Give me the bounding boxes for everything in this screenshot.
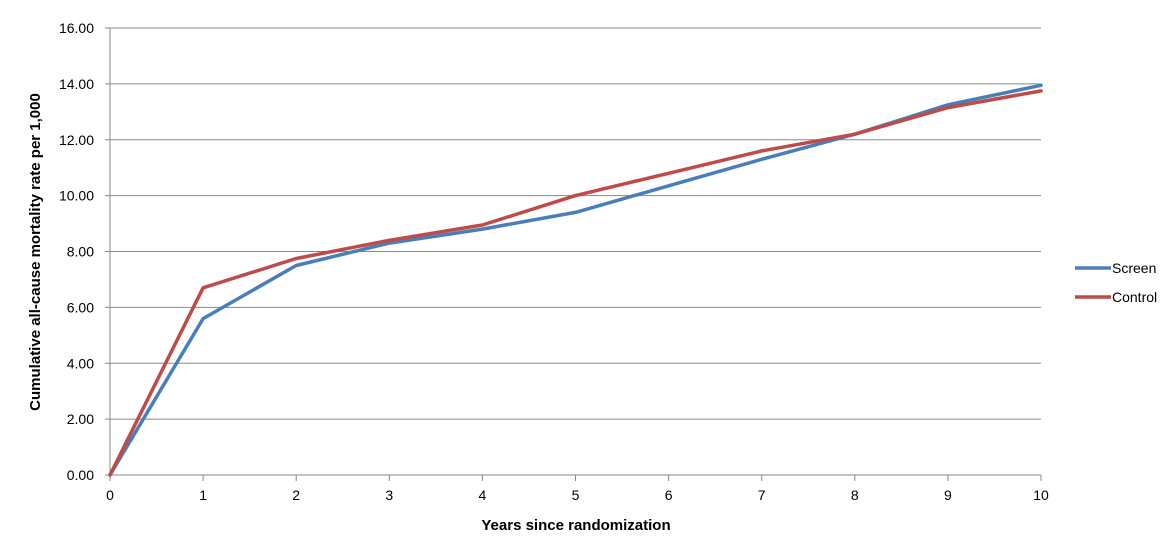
- y-tick-label: 12.00: [59, 132, 94, 148]
- legend-label-control: Control: [1112, 289, 1157, 305]
- y-tick-labels: 0.00 2.00 4.00 6.00 8.00 10.00 12.00 14.00 16.00: [59, 20, 94, 483]
- series-lines: [108, 83, 1043, 477]
- x-tick-label: 4: [479, 487, 487, 503]
- x-tick-label: 0: [106, 487, 114, 503]
- x-tick-label: 5: [572, 487, 580, 503]
- legend: Screen Control: [1075, 260, 1157, 305]
- y-tick-label: 4.00: [67, 355, 94, 371]
- x-axis-title: Years since randomization: [481, 517, 670, 534]
- legend-label-screen: Screen: [1112, 260, 1156, 276]
- axes: [105, 27, 1042, 481]
- series-line-control: [108, 89, 1043, 477]
- x-tick-label: 7: [758, 487, 766, 503]
- y-axis-title: Cumulative all-cause mortality rate per …: [27, 93, 44, 411]
- x-tick-label: 1: [199, 487, 207, 503]
- x-tick-label: 10: [1033, 487, 1049, 503]
- y-tick-label: 16.00: [59, 20, 94, 36]
- x-tick-label: 6: [665, 487, 673, 503]
- x-tick-label: 3: [385, 487, 393, 503]
- y-tick-label: 0.00: [67, 467, 94, 483]
- x-tick-label: 8: [851, 487, 859, 503]
- y-tick-label: 10.00: [59, 188, 94, 204]
- x-tick-label: 9: [944, 487, 952, 503]
- y-tick-label: 8.00: [67, 244, 94, 260]
- series-line-screen: [108, 83, 1043, 477]
- y-tick-label: 6.00: [67, 299, 94, 315]
- y-tick-label: 14.00: [59, 76, 94, 92]
- gridlines: [110, 27, 1041, 420]
- y-tick-label: 2.00: [67, 411, 94, 427]
- x-tick-label: 2: [292, 487, 300, 503]
- x-tick-labels: 0 1 2 3 4 5 6 7 8 9 10: [106, 487, 1049, 503]
